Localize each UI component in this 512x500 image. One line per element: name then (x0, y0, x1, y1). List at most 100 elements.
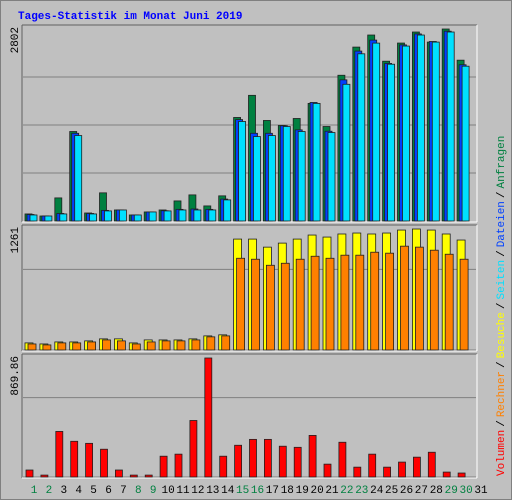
bar (238, 121, 247, 222)
bar (42, 344, 52, 351)
bar (398, 461, 406, 478)
x-tick-label: 30 (459, 485, 472, 497)
bar (208, 209, 217, 222)
x-tick-label: 16 (251, 485, 264, 497)
bar (444, 253, 454, 351)
bar (402, 45, 410, 222)
bar (249, 438, 257, 478)
x-tick-label: 3 (60, 485, 67, 497)
bar (293, 446, 302, 478)
x-tick-label: 15 (236, 485, 249, 497)
x-tick-label: 1 (31, 485, 38, 497)
bar (342, 83, 351, 222)
bar (263, 438, 272, 478)
bar (368, 453, 377, 478)
bar (102, 339, 111, 351)
bar (427, 451, 436, 478)
bar (431, 41, 440, 222)
x-tick-label: 19 (296, 485, 309, 497)
bar (323, 463, 332, 478)
bar (308, 435, 317, 478)
bar (85, 442, 93, 478)
bar (325, 257, 335, 351)
bar (400, 245, 409, 351)
legend-entry: Dateien (496, 201, 508, 247)
bar (57, 342, 67, 351)
bar (267, 135, 276, 222)
bar (280, 262, 290, 351)
bar (119, 209, 127, 222)
x-tick-label: 28 (430, 485, 443, 497)
bar (278, 445, 287, 478)
bar (159, 455, 168, 478)
bar (414, 246, 424, 351)
legend-entry: Anfragen (496, 136, 508, 189)
bar (25, 469, 34, 478)
bar (70, 440, 79, 478)
bar (312, 103, 321, 222)
bar (442, 471, 451, 478)
x-tick-label: 5 (90, 485, 97, 497)
y-max-label: 2802 (10, 27, 22, 53)
bar (385, 252, 395, 351)
bar (338, 441, 347, 478)
bar (40, 474, 49, 478)
bar (429, 249, 439, 351)
bar (206, 336, 216, 351)
x-tick-label: 20 (310, 485, 323, 497)
legend-separator: / (496, 420, 508, 427)
bar (297, 131, 306, 222)
bar (178, 209, 187, 222)
bar (387, 63, 396, 222)
x-tick-label: 27 (415, 485, 428, 497)
bar (129, 474, 138, 478)
bar (372, 42, 381, 222)
y-max-label: 1261 (10, 227, 22, 254)
x-tick-label: 24 (370, 485, 384, 497)
legend-separator: / (496, 250, 508, 257)
bar (133, 214, 142, 222)
x-tick-label: 26 (400, 485, 413, 497)
bar (265, 264, 275, 351)
bar (219, 455, 228, 478)
bar (236, 257, 246, 351)
x-tick-label: 18 (281, 485, 294, 497)
x-tick-label: 25 (385, 485, 398, 497)
chart-title: Tages-Statistik im Monat Juni 2019 (18, 11, 242, 23)
bar (357, 53, 366, 222)
x-tick-label: 14 (221, 485, 235, 497)
bar (131, 343, 141, 351)
bar (146, 341, 156, 351)
bar (74, 135, 83, 222)
x-tick-label: 6 (105, 485, 112, 497)
x-tick-label: 13 (206, 485, 219, 497)
bar (383, 466, 392, 478)
bar (89, 213, 97, 222)
x-tick-label: 12 (191, 485, 204, 497)
bar (189, 420, 198, 478)
x-tick-label: 2 (46, 485, 53, 497)
x-tick-label: 7 (120, 485, 127, 497)
bar (55, 431, 64, 478)
legend-entry: Volumen (496, 430, 508, 476)
bar (148, 211, 157, 222)
bar (115, 469, 123, 478)
bar (370, 251, 380, 351)
legend-separator: / (496, 191, 508, 198)
legend-entry: Seiten (496, 260, 508, 300)
bar (355, 254, 365, 351)
bar (412, 456, 421, 478)
bar (144, 474, 153, 478)
bar (117, 340, 126, 351)
bar (221, 335, 231, 351)
bar (191, 339, 201, 351)
x-tick-label: 23 (355, 485, 368, 497)
x-tick-label: 21 (325, 485, 339, 497)
bar (59, 213, 68, 222)
bar (253, 136, 261, 222)
bar (161, 340, 171, 351)
bar (72, 342, 82, 351)
x-tick-label: 9 (150, 485, 157, 497)
bar (87, 341, 96, 351)
